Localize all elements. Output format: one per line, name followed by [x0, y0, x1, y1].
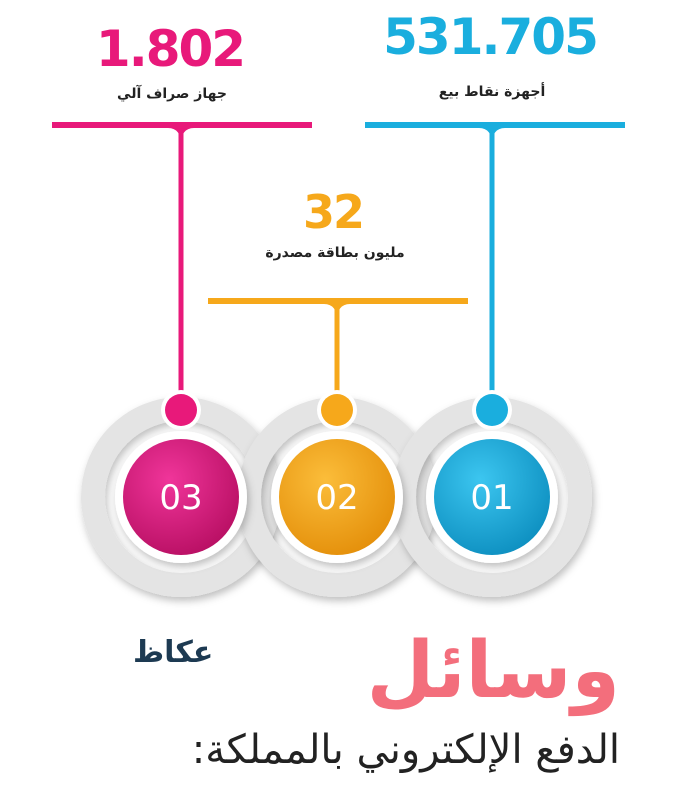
- step-circle-03: 03: [115, 431, 247, 563]
- page-title: وسائل: [366, 626, 620, 716]
- step-circle-01: 01: [426, 431, 558, 563]
- stat-atm-label: جهاز صراف آلي: [117, 86, 227, 102]
- okaz-logo: عكاظ: [133, 635, 214, 670]
- connector-02: [208, 298, 468, 430]
- step-circle-02: 02: [271, 431, 403, 563]
- page-subtitle: الدفع الإلكتروني بالمملكة:: [191, 727, 620, 773]
- stat-cards-number: 32: [302, 185, 365, 239]
- stat-cards-label: مليون بطاقة مصدرة: [265, 245, 405, 261]
- stat-pos-number: 531.705: [383, 8, 599, 66]
- stat-pos-label: أجهزة نقاط بيع: [438, 84, 546, 100]
- stat-atm-number: 1.802: [95, 20, 246, 78]
- connector-03: [52, 122, 312, 430]
- step-number-01: 01: [470, 478, 513, 518]
- step-number-03: 03: [159, 478, 202, 518]
- step-number-02: 02: [315, 478, 358, 518]
- connector-01: [365, 122, 625, 430]
